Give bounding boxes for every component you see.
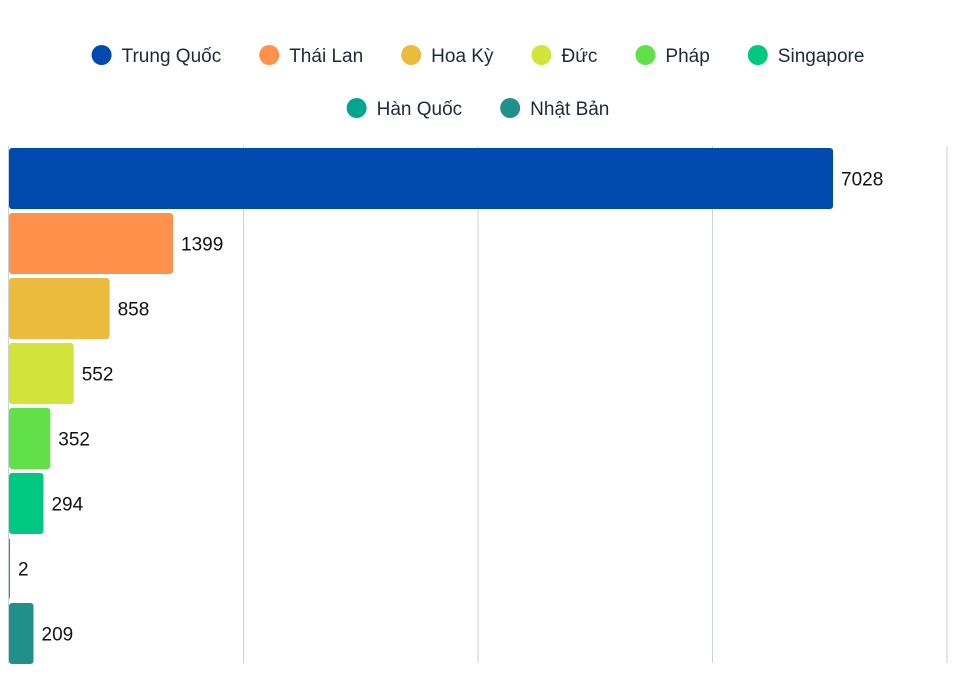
legend-item-nhat-ban[interactable]: Nhật Bản [500,98,609,120]
legend-label-hoa-ky: Hoa Kỳ [431,46,494,67]
legend: Trung Quốc Thái Lan Hoa Kỳ Đức Pháp Singapore… [91,45,865,120]
bar-singapore[interactable] [9,473,44,534]
legend-swatch-thai-lan [259,45,280,65]
value-label-phap: 352 [58,430,90,451]
legend-swatch-phap [635,45,656,65]
legend-label-phap: Pháp [665,46,709,67]
legend-swatch-singapore [747,45,768,65]
value-label-thai-lan: 1399 [181,235,223,256]
legend-swatch-trung-quoc [91,45,112,65]
bar-nhat-ban[interactable] [9,603,34,664]
legend-swatch-duc [531,45,552,65]
value-label-singapore: 294 [51,495,83,516]
legend-item-singapore[interactable]: Singapore [747,45,865,67]
bars [9,148,834,664]
legend-label-singapore: Singapore [778,46,865,67]
legend-swatch-hoa-ky [401,45,422,65]
legend-item-duc[interactable]: Đức [531,45,597,67]
value-label-trung-quoc: 7028 [841,170,883,191]
legend-item-thai-lan[interactable]: Thái Lan [259,45,363,67]
value-label-hoa-ky: 858 [118,300,150,321]
legend-label-nhat-ban: Nhật Bản [530,99,609,120]
bar-phap[interactable] [9,408,51,469]
legend-label-duc: Đức [561,46,597,67]
legend-item-hoa-ky[interactable]: Hoa Kỳ [401,45,494,67]
gridlines [8,146,948,663]
legend-swatch-nhat-ban [500,98,521,118]
bar-han-quoc[interactable] [9,538,10,599]
legend-item-trung-quoc[interactable]: Trung Quốc [91,45,222,67]
legend-item-phap[interactable]: Pháp [635,45,710,67]
legend-label-trung-quoc: Trung Quốc [122,46,222,67]
legend-label-thai-lan: Thái Lan [289,46,363,67]
bar-hoa-ky[interactable] [9,278,110,339]
bar-trung-quoc[interactable] [9,148,834,209]
value-label-han-quoc: 2 [18,560,29,581]
legend-label-han-quoc: Hàn Quốc [377,99,463,120]
value-labels: 7028 1399 858 552 352 294 2 209 [18,170,883,646]
value-label-nhat-ban: 209 [42,625,74,646]
bar-duc[interactable] [9,343,74,404]
bar-thai-lan[interactable] [9,213,174,274]
value-label-duc: 552 [82,365,114,386]
legend-item-han-quoc[interactable]: Hàn Quốc [346,98,463,120]
legend-swatch-han-quoc [346,98,367,118]
